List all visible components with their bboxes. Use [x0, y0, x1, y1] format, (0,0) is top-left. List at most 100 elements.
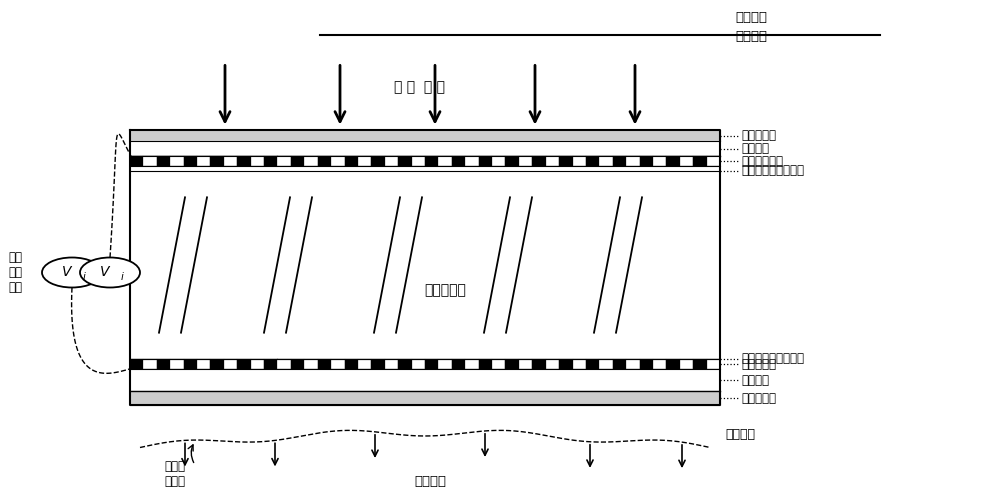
Bar [559, 156, 572, 166]
Text: 出射波前: 出射波前 [725, 428, 755, 442]
Bar [210, 359, 224, 369]
Bar [304, 359, 318, 369]
Text: V: V [62, 264, 72, 278]
Bar [345, 359, 358, 369]
Bar [398, 156, 412, 166]
Text: 第二基片: 第二基片 [741, 374, 769, 386]
Text: 子圆环
相位面: 子圆环 相位面 [164, 460, 186, 488]
Text: 图形化电极层: 图形化电极层 [741, 154, 783, 168]
Bar [385, 156, 398, 166]
Bar [224, 156, 237, 166]
Bar [599, 359, 613, 369]
Text: 公共电极层: 公共电极层 [741, 358, 776, 370]
Bar [707, 359, 720, 369]
Bar [291, 156, 304, 166]
Bar [519, 156, 532, 166]
Bar [331, 359, 345, 369]
Bar [438, 156, 452, 166]
Bar [197, 156, 210, 166]
Text: 驱控
电压
信号: 驱控 电压 信号 [8, 251, 22, 294]
Bar [277, 359, 291, 369]
Bar [492, 359, 505, 369]
Bar [452, 359, 465, 369]
Bar [693, 156, 707, 166]
Bar [626, 359, 640, 369]
Bar [371, 359, 385, 369]
Bar [707, 156, 720, 166]
Bar [210, 156, 224, 166]
Bar [680, 359, 693, 369]
Text: V: V [100, 264, 110, 278]
Bar [586, 359, 599, 369]
Bar [572, 359, 586, 369]
Text: i: i [121, 272, 123, 281]
Bar [143, 156, 157, 166]
Bar [425, 156, 438, 166]
Text: 液晶材料层: 液晶材料层 [424, 283, 466, 297]
Bar [130, 359, 143, 369]
Bar [130, 156, 143, 166]
Circle shape [80, 258, 140, 288]
Bar [465, 156, 479, 166]
Bar [640, 156, 653, 166]
Bar [653, 156, 666, 166]
Bar [626, 156, 640, 166]
Bar [237, 359, 251, 369]
Bar [264, 359, 278, 369]
Bar [345, 156, 358, 166]
Bar [532, 156, 546, 166]
Circle shape [42, 258, 102, 288]
Bar [680, 156, 693, 166]
Bar [465, 359, 479, 369]
Bar [640, 359, 653, 369]
Bar [572, 156, 586, 166]
Text: 典型平面: 典型平面 [735, 11, 767, 24]
Bar [331, 156, 345, 166]
Bar [438, 359, 452, 369]
Text: 出射波束: 出射波束 [414, 475, 446, 488]
Text: 入射波前: 入射波前 [735, 30, 767, 43]
Bar [237, 156, 251, 166]
Bar [666, 359, 680, 369]
Bar [653, 359, 666, 369]
Bar [318, 359, 331, 369]
Bar [559, 359, 572, 369]
Bar [425, 359, 438, 369]
Bar [546, 359, 559, 369]
Text: 第二液晶初始取向层: 第二液晶初始取向层 [741, 352, 804, 366]
Bar [358, 359, 371, 369]
Text: 第一基片: 第一基片 [741, 142, 769, 155]
Bar [264, 156, 278, 166]
Text: 第二增透膜: 第二增透膜 [741, 392, 776, 404]
Bar [398, 359, 412, 369]
Bar [479, 156, 492, 166]
Bar [143, 359, 157, 369]
Bar [170, 156, 184, 166]
Bar [412, 359, 425, 369]
Bar [613, 156, 626, 166]
Bar [371, 156, 385, 166]
Bar [412, 156, 425, 166]
Bar [318, 156, 331, 166]
Bar [546, 156, 559, 166]
Bar [385, 359, 398, 369]
Text: i: i [83, 272, 85, 281]
Bar [693, 359, 707, 369]
Bar [505, 156, 519, 166]
Text: 第一增透膜: 第一增透膜 [741, 129, 776, 142]
Bar [291, 359, 304, 369]
Bar [666, 156, 680, 166]
Bar [157, 156, 170, 166]
Bar [224, 359, 237, 369]
Bar [505, 359, 519, 369]
Bar [304, 156, 318, 166]
Bar [519, 359, 532, 369]
Bar [532, 359, 546, 369]
Bar [184, 359, 197, 369]
Bar [251, 359, 264, 369]
Bar [452, 156, 465, 166]
Bar [599, 156, 613, 166]
Bar [479, 359, 492, 369]
Bar [170, 359, 184, 369]
Bar [613, 359, 626, 369]
